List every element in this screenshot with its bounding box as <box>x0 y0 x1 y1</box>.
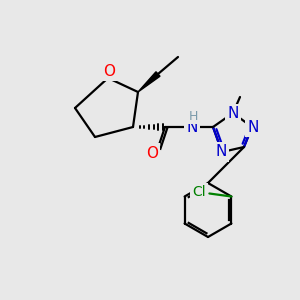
Text: O: O <box>146 146 158 160</box>
Text: N: N <box>186 119 198 134</box>
Text: H: H <box>188 110 198 122</box>
Polygon shape <box>138 72 160 92</box>
Text: O: O <box>103 64 115 79</box>
Text: N: N <box>227 106 239 122</box>
Text: N: N <box>247 119 259 134</box>
Text: N: N <box>215 145 227 160</box>
Text: Cl: Cl <box>193 185 206 200</box>
